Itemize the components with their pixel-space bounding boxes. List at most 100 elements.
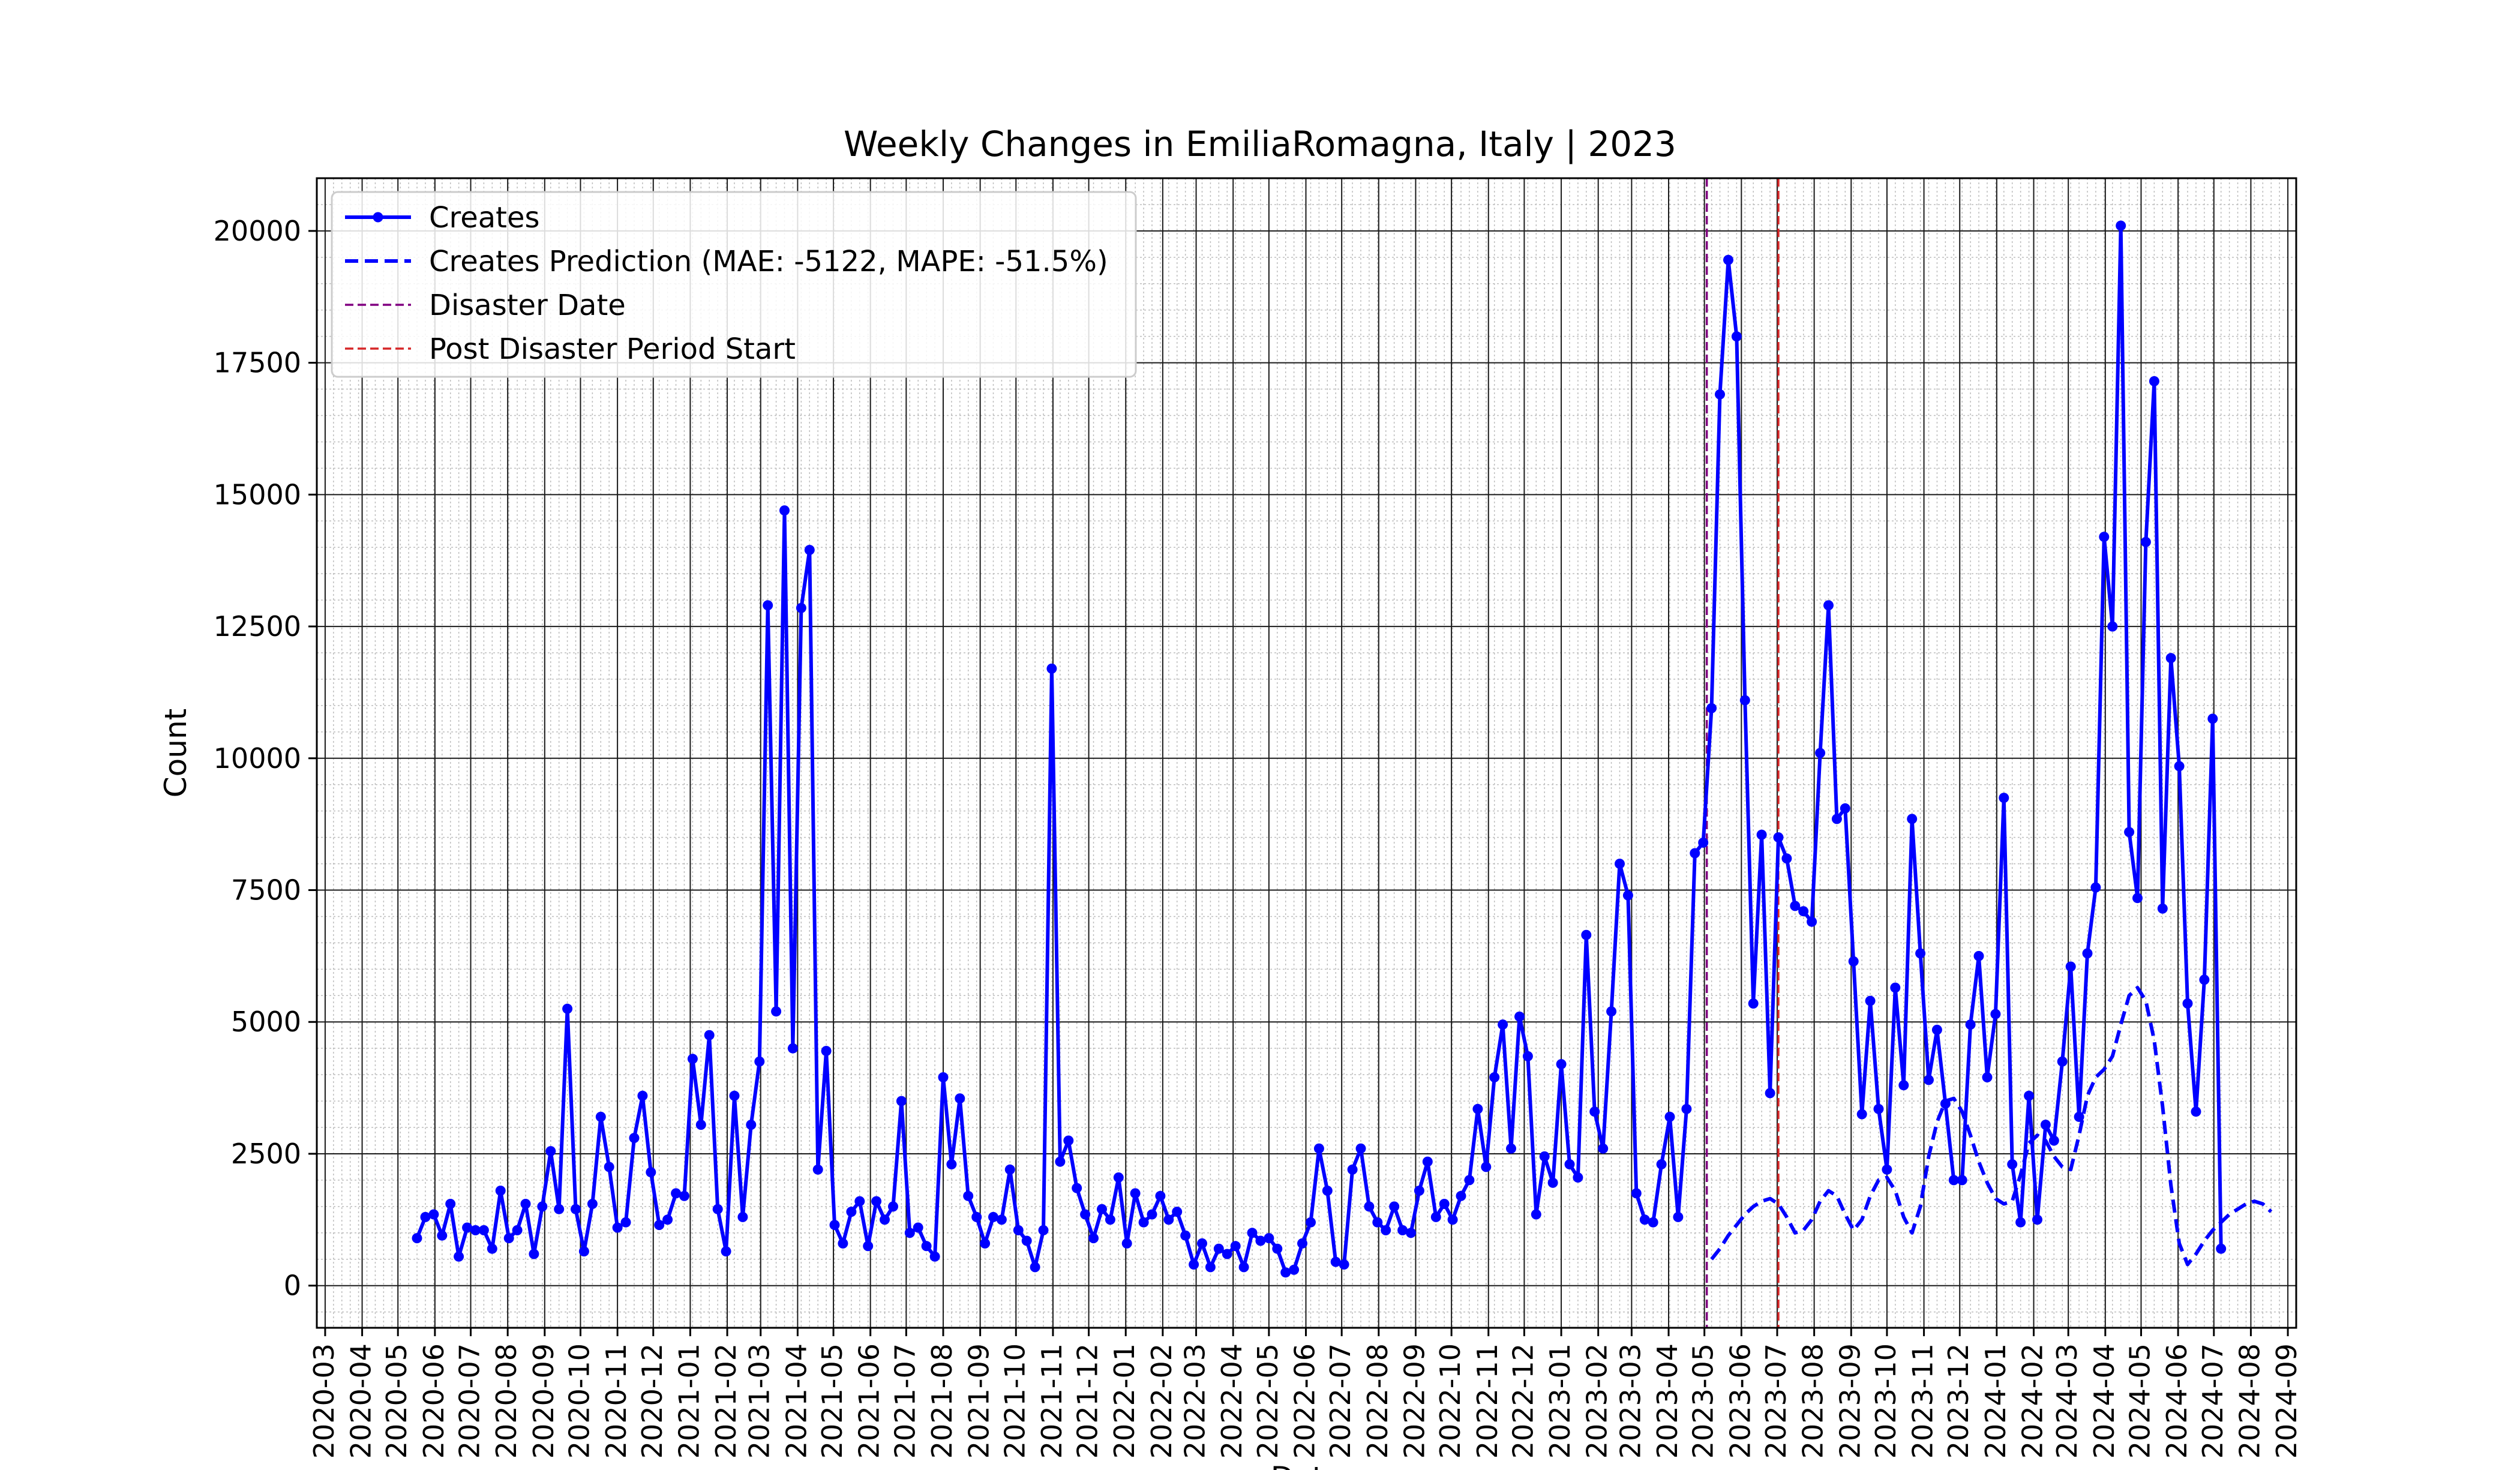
x-tick-label: 2024-04 [2088,1343,2120,1459]
data-point [654,1220,665,1231]
data-point [1948,1175,1959,1186]
event-lines [1705,178,1780,1328]
x-tick-label: 2024-05 [2123,1343,2156,1459]
data-point [1931,1024,1942,1035]
x-tick-label: 2021-12 [1072,1343,1104,1459]
x-tick-label: 2024-06 [2161,1343,2193,1459]
data-point [863,1241,874,1252]
data-point [1982,1072,1993,1082]
data-point [1004,1164,1015,1175]
data-point [1865,995,1876,1006]
data-point [1873,1103,1884,1114]
x-tick-label: 2023-11 [1907,1343,1939,1459]
data-point [671,1188,682,1199]
data-point [495,1186,506,1196]
x-tick-label: 2020-11 [600,1343,632,1459]
data-point [1965,1019,1976,1030]
data-point [1522,1051,1533,1061]
data-point [737,1211,748,1222]
legend-label: Creates [429,201,540,235]
x-tick-label: 2021-08 [926,1343,958,1459]
x-tick-label: 2021-04 [780,1343,812,1459]
data-point [904,1228,915,1238]
data-point [2032,1214,2042,1225]
data-point [1322,1186,1333,1196]
data-point [512,1225,523,1235]
x-tick-label: 2024-03 [2051,1343,2083,1459]
x-tick-label: 2023-08 [1797,1343,1829,1459]
data-point [1999,793,2009,803]
data-point [2099,532,2110,542]
y-axis: 0 2500 5000 7500 10000 12500 15000 17500 20000 [214,215,317,1302]
data-point [1539,1151,1550,1162]
y-tick-label: 2500 [231,1138,301,1170]
data-point [1648,1217,1658,1228]
data-point [871,1196,882,1207]
data-point [1147,1209,1157,1220]
data-point [646,1167,656,1178]
data-point [478,1225,489,1235]
data-point [929,1251,940,1262]
data-point [1598,1143,1609,1154]
data-point [1097,1204,1107,1214]
data-point [1406,1228,1416,1238]
data-point [2065,961,2076,972]
x-tick-label: 2022-03 [1179,1343,1211,1459]
data-point [545,1146,556,1157]
data-point [913,1222,923,1233]
data-point [888,1201,898,1212]
x-tick-label: 2022-05 [1252,1343,1284,1459]
data-point [796,602,806,613]
data-point [537,1201,548,1212]
data-point [1564,1159,1575,1169]
data-point [529,1249,539,1259]
data-point [1840,803,1850,814]
data-point [1172,1207,1183,1217]
legend-marker [373,212,383,223]
data-point [1113,1172,1124,1183]
y-axis-label: Count [158,709,193,798]
chart-title: Weekly Changes in EmiliaRomagna, Italy |… [844,124,1676,164]
data-point [2015,1217,2026,1228]
data-point [562,1003,573,1014]
data-point [437,1230,448,1241]
data-point [2048,1135,2059,1146]
data-point [462,1222,473,1233]
x-tick-label: 2022-10 [1434,1343,1466,1459]
data-point [687,1054,698,1064]
data-point [487,1243,497,1254]
x-tick-label: 2022-09 [1398,1343,1430,1459]
x-tick-label: 2020-09 [527,1343,560,1459]
data-point [729,1090,740,1101]
legend-label: Post Disaster Period Start [429,332,796,366]
data-point [1673,1211,1684,1222]
data-point [470,1225,481,1235]
data-point [1306,1217,1316,1228]
data-point [1230,1241,1241,1252]
data-point [1105,1214,1115,1225]
data-point [503,1233,514,1244]
x-tick-label: 2022-06 [1289,1343,1321,1459]
y-tick-label: 12500 [214,610,301,643]
x-tick-label: 2021-09 [963,1343,995,1459]
data-point [1355,1143,1366,1154]
data-point [1063,1135,1074,1146]
data-point [1272,1243,1283,1254]
data-point [1765,1088,1775,1099]
x-tick-label: 2021-03 [743,1343,776,1459]
data-point [637,1090,648,1101]
data-point [812,1164,823,1175]
x-tick-label: 2022-01 [1108,1343,1141,1459]
y-tick-label: 0 [284,1270,301,1302]
data-point [420,1211,431,1222]
data-point [1715,389,1725,400]
data-point [2140,536,2151,547]
data-point [1615,859,1625,869]
data-point [1890,982,1901,993]
data-point [2165,653,2176,664]
data-point [771,1006,782,1017]
data-point [1456,1190,1466,1201]
x-tick-label: 2020-08 [490,1343,523,1459]
x-tick-label: 2023-09 [1834,1343,1866,1459]
